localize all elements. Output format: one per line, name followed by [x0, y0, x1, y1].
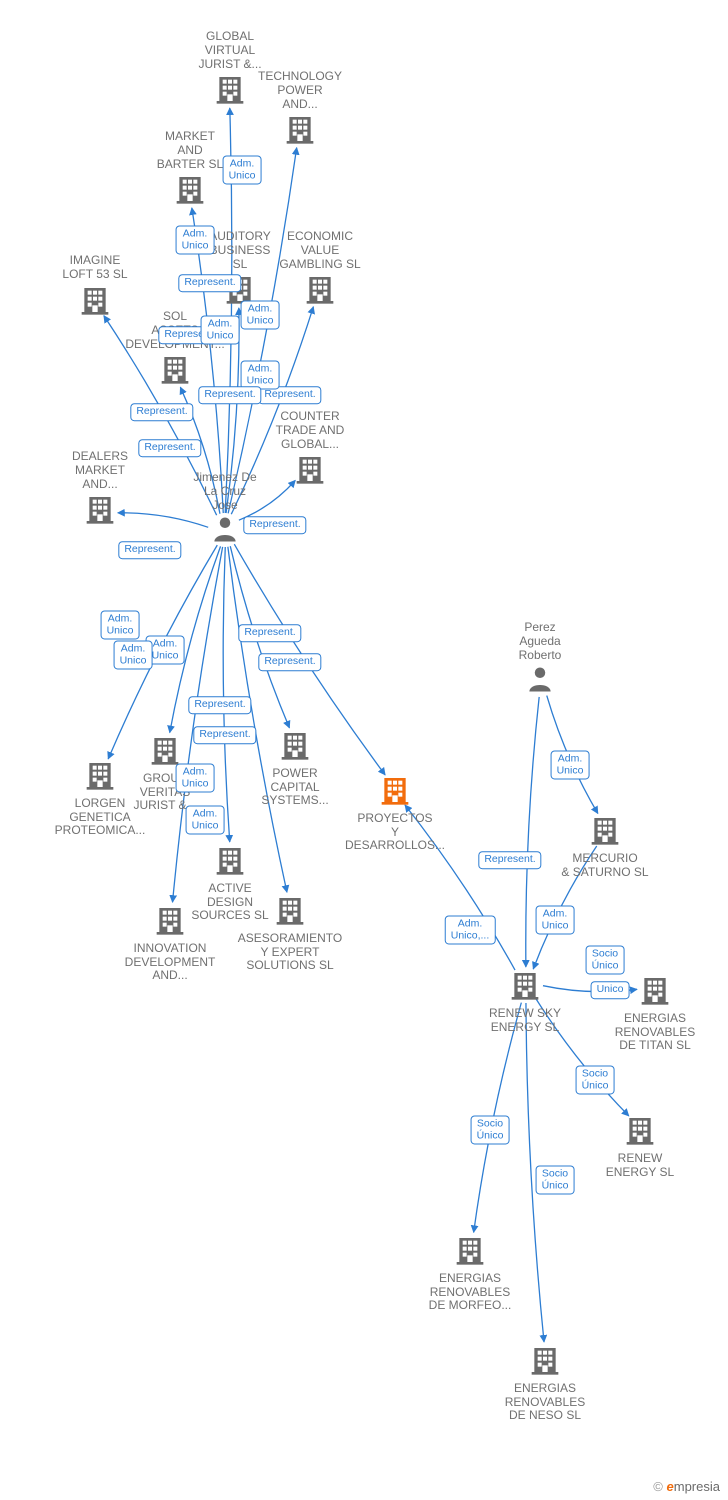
edge-perez-renew_sky	[526, 697, 539, 967]
edge-jimenez-group_veritas	[170, 546, 221, 732]
node-dealers_market[interactable]: DEALERSMARKETAND...	[40, 448, 160, 529]
building-icon	[279, 729, 311, 765]
node-label: ENERGIASRENOVABLESDE NESO SL	[485, 1382, 605, 1423]
building-icon	[159, 353, 191, 389]
node-energias_neso[interactable]: ENERGIASRENOVABLESDE NESO SL	[485, 1344, 605, 1423]
node-tech_power[interactable]: TECHNOLOGYPOWERAND...	[240, 68, 360, 149]
edge-perez-mercurio	[547, 696, 598, 814]
node-label: ASESORAMIENTOY EXPERTSOLUTIONS SL	[230, 932, 350, 973]
node-proyectos[interactable]: PROYECTOSYDESARROLLOS...	[335, 774, 455, 853]
edge-label: SocioÚnico	[536, 1165, 575, 1194]
edge-label: Represent.	[130, 403, 193, 421]
node-label: LORGENGENETICAPROTEOMICA...	[40, 797, 160, 838]
copyright-symbol: ©	[653, 1479, 663, 1494]
node-renew_sky[interactable]: RENEW SKYENERGY SL	[465, 969, 585, 1034]
edge-label: SocioÚnico	[576, 1065, 615, 1094]
building-icon	[174, 173, 206, 209]
node-label: INNOVATIONDEVELOPMENTAND...	[110, 942, 230, 983]
building-icon	[509, 969, 541, 1005]
edge-label: Adm.Unico	[551, 750, 590, 779]
edge-label: SocioÚnico	[471, 1115, 510, 1144]
building-icon	[214, 844, 246, 880]
edge-label: Represent.	[478, 851, 541, 869]
node-asesoramiento[interactable]: ASESORAMIENTOY EXPERTSOLUTIONS SL	[230, 894, 350, 973]
node-label: TECHNOLOGYPOWERAND...	[240, 70, 360, 111]
node-label: SOLASSETSDEVELOPMENT...	[115, 310, 235, 351]
node-sol_assets[interactable]: SOLASSETSDEVELOPMENT...	[115, 308, 235, 389]
edge-label: SocioÚnico	[586, 945, 625, 974]
node-label: PerezAguedaRoberto	[480, 621, 600, 662]
node-label: PROYECTOSYDESARROLLOS...	[335, 812, 455, 853]
node-label: ENERGIASRENOVABLESDE MORFEO...	[410, 1272, 530, 1313]
node-mercurio[interactable]: MERCURIO& SATURNO SL	[545, 814, 665, 879]
node-label: MERCURIO& SATURNO SL	[545, 852, 665, 880]
node-lorgen[interactable]: LORGENGENETICAPROTEOMICA...	[40, 759, 160, 838]
building-icon	[274, 894, 306, 930]
edge-label: Adm.Unico	[114, 640, 153, 669]
building-icon	[639, 974, 671, 1010]
node-economic_value[interactable]: ECONOMICVALUEGAMBLING SL	[260, 228, 380, 309]
building-icon	[224, 273, 256, 309]
building-icon	[84, 493, 116, 529]
building-icon	[84, 759, 116, 795]
building-icon	[589, 814, 621, 850]
building-icon	[454, 1234, 486, 1270]
building-icon	[624, 1114, 656, 1150]
edge-label: Adm.Unico	[146, 635, 185, 664]
edge-label: Adm.Unico	[536, 905, 575, 934]
edge-label: Represent.	[258, 653, 321, 671]
node-jimenez[interactable]: Jimenez DeLa CruzJose	[165, 469, 285, 548]
building-icon	[379, 774, 411, 810]
node-label: ECONOMICVALUEGAMBLING SL	[260, 230, 380, 271]
node-renew_energy[interactable]: RENEWENERGY SL	[580, 1114, 700, 1179]
edge-jimenez-lorgen	[108, 545, 217, 759]
node-label: Jimenez DeLa CruzJose	[165, 471, 285, 512]
node-label: IMAGINELOFT 53 SL	[35, 254, 155, 282]
edge-label: Adm.Unico	[101, 610, 140, 639]
node-market_barter[interactable]: MARKETANDBARTER SL	[130, 128, 250, 209]
edge-label: Represent.	[238, 624, 301, 642]
brand-e: e	[667, 1479, 674, 1494]
node-label: GLOBALVIRTUALJURIST &...	[170, 30, 290, 71]
node-label: MARKETANDBARTER SL	[130, 130, 250, 171]
brand-rest: mpresia	[674, 1479, 720, 1494]
edge-label: Adm.Unico,...	[445, 915, 496, 944]
edge-label: Represent.	[258, 386, 321, 404]
node-label: RENEWENERGY SL	[580, 1152, 700, 1180]
building-icon	[529, 1344, 561, 1380]
person-icon	[525, 664, 555, 698]
footer-copyright: © empresia	[653, 1479, 720, 1494]
edge-label: Adm.Unico	[241, 360, 280, 389]
building-icon	[294, 453, 326, 489]
person-icon	[210, 514, 240, 548]
building-icon	[284, 113, 316, 149]
edge-label: Represent.	[188, 696, 251, 714]
edge-renew_sky-energias_morfeo	[474, 1003, 522, 1233]
node-perez[interactable]: PerezAguedaRoberto	[480, 619, 600, 698]
building-icon	[304, 273, 336, 309]
edge-jimenez-asesoramiento	[228, 547, 287, 893]
node-energias_titan[interactable]: ENERGIASRENOVABLESDE TITAN SL	[595, 974, 715, 1053]
node-label: DEALERSMARKETAND...	[40, 450, 160, 491]
edge-jimenez-power_capital	[230, 546, 289, 728]
node-label: COUNTERTRADE ANDGLOBAL...	[250, 410, 370, 451]
building-icon	[79, 284, 111, 320]
node-energias_morfeo[interactable]: ENERGIASRENOVABLESDE MORFEO...	[410, 1234, 530, 1313]
node-label: ENERGIASRENOVABLESDE TITAN SL	[595, 1012, 715, 1053]
node-label: RENEW SKYENERGY SL	[465, 1007, 585, 1035]
